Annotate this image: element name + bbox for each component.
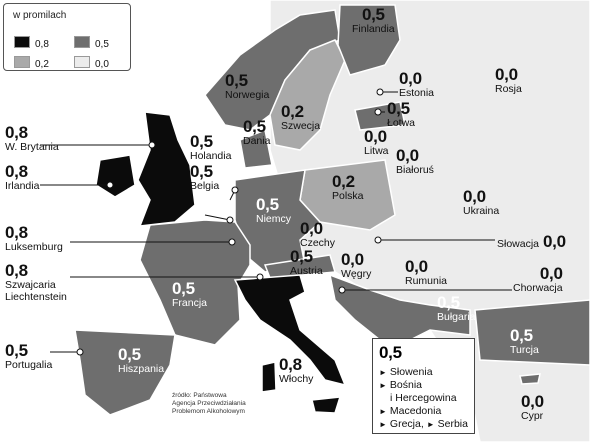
- country-label-holandia: 0,5 Holandia: [190, 132, 232, 162]
- balkan-item-slovenia: ► Słowenia: [379, 366, 433, 378]
- country-label-litwa: 0,0 Litwa: [364, 127, 389, 157]
- leader-portugalia-dot: [76, 348, 84, 356]
- sicily-shape: [311, 396, 342, 414]
- country-label-ukraina: 0,0 Ukraina: [463, 187, 500, 217]
- balkan-item-greece-serbia: ► Grecja, ► Serbia: [379, 418, 468, 430]
- italy-shape: [233, 274, 347, 387]
- finland-shape: [337, 4, 401, 76]
- country-label-slowacja: Słowacja 0,0: [497, 232, 566, 251]
- legend-item-08: 0,8: [14, 36, 49, 50]
- country-label-finlandia: 0,5 Finlandia: [352, 5, 395, 35]
- country-label-szwecja: 0,2 Szwecja: [281, 102, 321, 132]
- country-label-dania: 0,5 Dania: [243, 117, 271, 147]
- source-note: źródło: Państwowa Agencja Przeciwdziałan…: [172, 392, 246, 415]
- legend-swatch: [74, 56, 90, 68]
- leader-slowacja-dot: [374, 236, 382, 244]
- austria-shape: [263, 254, 336, 279]
- leader-belgia-dot: [226, 216, 234, 224]
- country-label-rumunia: 0,0 Rumunia: [405, 257, 448, 287]
- leader-lotwa-dot: [374, 108, 382, 116]
- legend-swatch: [74, 36, 90, 48]
- legend-item-05: 0,5: [74, 36, 109, 50]
- legend-swatch: [14, 36, 30, 48]
- cyprus-shape: [519, 373, 541, 385]
- leader-irlandia-dot: [106, 181, 114, 189]
- leader-belgia: [204, 214, 231, 221]
- balkan-group-box: 0,5 ► Słowenia ► Bośnia i Hercegowina ► Mac…: [372, 338, 475, 434]
- country-label-cypr: 0,0 Cypr: [521, 392, 544, 422]
- country-label-wegry: 0,0 Węgry: [341, 250, 372, 280]
- country-label-bulgaria: 0,5 Bułgaria: [437, 293, 476, 323]
- balkan-value: 0,5: [379, 343, 402, 362]
- country-label-portugalia: 0,5 Portugalia: [5, 341, 53, 371]
- country-label-lotwa: 0,5 Łotwa: [387, 99, 416, 129]
- turkey-shape: [474, 299, 590, 366]
- country-label-austria: 0,5 Austria: [290, 247, 323, 277]
- latvia-shape: [354, 101, 406, 131]
- ireland-shape: [95, 154, 136, 198]
- country-label-irlandia: 0,8 Irlandia: [5, 162, 40, 192]
- arrow-right-icon: ►: [379, 368, 387, 377]
- iberia-shape: [74, 329, 176, 416]
- country-label-hiszpania: 0,5 Hiszpania: [118, 345, 165, 375]
- legend: w promilach 0,8 0,5 0,2 0,0: [3, 3, 131, 71]
- country-label-szwajcaria: 0,8 Szwajcaria Liechtenstein: [5, 261, 67, 303]
- leader-chorwacja-dot: [338, 286, 346, 294]
- country-label-luksemburg: 0,8 Luksemburg: [5, 223, 63, 253]
- leader-w-brytania-dot: [148, 141, 156, 149]
- balkans-shape: [328, 273, 471, 341]
- country-label-francja: 0,5 Francja: [172, 279, 208, 309]
- leader-luksemburg-dot: [228, 238, 236, 246]
- country-label-turcja: 0,5 Turcja: [510, 326, 539, 356]
- country-label-czechy: 0,0 Czechy: [300, 219, 336, 249]
- leader-holandia-dot: [231, 186, 239, 194]
- country-label-belgia: 0,5 Belgia: [190, 162, 220, 192]
- leader-szwajcaria-dot: [256, 273, 264, 281]
- country-label-w-brytania: 0,8 W. Brytania: [5, 123, 59, 153]
- balkan-item-macedonia: ► Macedonia: [379, 405, 442, 417]
- arrow-right-icon: ►: [426, 420, 435, 429]
- country-label-rosja: 0,0 Rosja: [495, 65, 522, 95]
- country-label-bialorus: 0,0 Białoruś: [396, 146, 434, 176]
- country-label-chorwacja: 0,0 Chorwacja: [513, 264, 563, 294]
- legend-title: w promilach: [13, 10, 67, 21]
- arrow-right-icon: ►: [379, 381, 387, 390]
- legend-item-00: 0,0: [74, 56, 109, 70]
- country-label-estonia: 0,0 Estonia: [399, 69, 435, 99]
- balkan-item-bosnia: ► Bośnia: [379, 379, 423, 391]
- great-britain-shape: [137, 111, 196, 227]
- country-label-niemcy: 0,5 Niemcy: [256, 195, 292, 225]
- arrow-right-icon: ►: [379, 407, 387, 416]
- leader-estonia-dot: [376, 88, 384, 96]
- legend-swatch: [14, 56, 30, 68]
- country-label-wlochy: 0,8 Włochy: [279, 355, 314, 385]
- balkan-item-bosnia-cont: i Hercegowina: [390, 392, 457, 404]
- sardinia-shape: [261, 361, 277, 393]
- sweden-shape: [269, 39, 346, 151]
- denmark-shape: [239, 128, 273, 169]
- country-label-polska: 0,2 Polska: [332, 172, 364, 202]
- arrow-right-icon: ►: [379, 420, 387, 429]
- country-label-norwegia: 0,5 Norwegia: [225, 71, 270, 101]
- legend-item-02: 0,2: [14, 56, 49, 70]
